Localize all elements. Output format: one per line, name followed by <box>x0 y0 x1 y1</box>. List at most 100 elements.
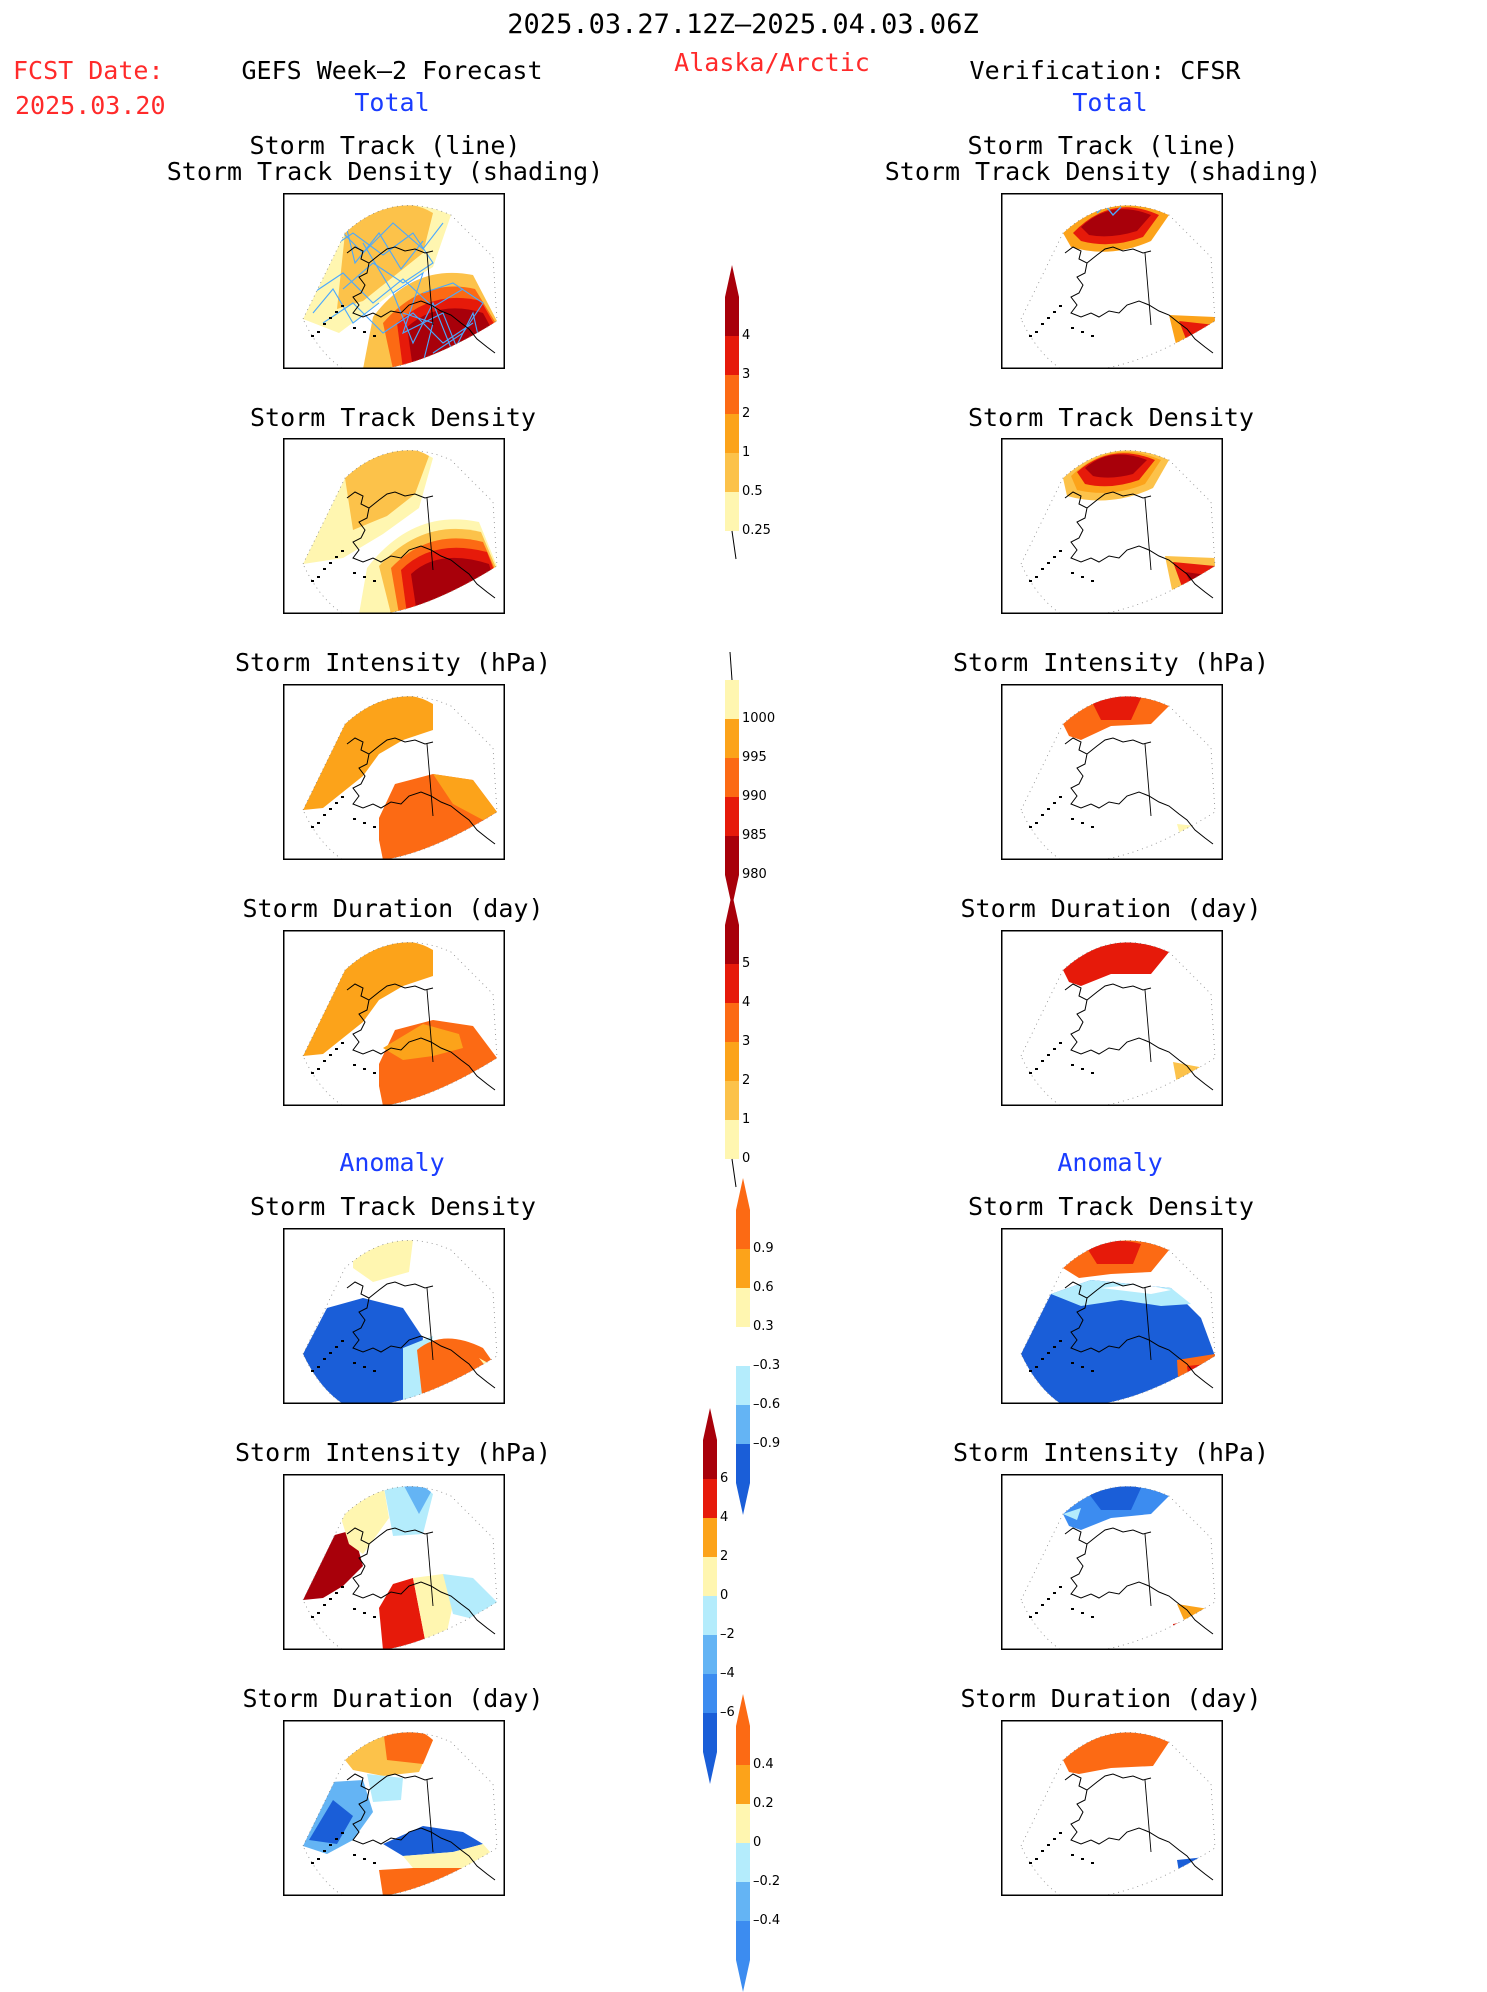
duration-colorbar-tick-label-5: 0 <box>742 1151 751 1166</box>
fcst-intensity-anom-map-island-5 <box>363 1612 366 1614</box>
obs-density-anom-map-coastline-0 <box>1064 1281 1214 1389</box>
obs-density-map-island-2 <box>1047 562 1050 564</box>
density-colorbar-swatch-0 <box>725 297 739 336</box>
fcst-intensity-anom-map-shade-3 <box>403 1486 431 1514</box>
fcst-intensity-anom-map-island-2 <box>329 1598 332 1600</box>
obs-density-map <box>1001 438 1223 614</box>
obs-duration-title: Storm Duration (day) <box>960 894 1262 923</box>
obs-intensity-map-island-2 <box>1047 808 1050 810</box>
fcst-duration-map-island-7 <box>317 1068 320 1070</box>
intensity-colorbar-tick-label-4: 980 <box>742 867 767 882</box>
fcst-duration-anom-map-canvas <box>283 1720 505 1896</box>
density-anom-colorbar-tick-label-1: 0.6 <box>753 1280 774 1295</box>
fcst-track-map-track-line-7 <box>362 242 464 364</box>
fcst-duration-map-domain-edge <box>302 942 498 1106</box>
density-anom-colorbar-tick-label-5: –0.9 <box>753 1436 781 1451</box>
intensity-colorbar-swatch-2 <box>725 758 739 797</box>
fcst-duration-anom-map-coastline-0 <box>346 1773 496 1881</box>
intensity-anom-colorbar-tick-label-5: –4 <box>720 1666 735 1681</box>
intensity-anom-colorbar-swatch-2 <box>703 1518 717 1557</box>
obs-intensity-map-canvas <box>1001 684 1223 860</box>
fcst-duration-anom-map-island-4 <box>353 1854 356 1856</box>
fcst-track-map-island-4 <box>353 327 356 329</box>
fcst-density-anom-map-coastline-0 <box>346 1281 496 1389</box>
density-anom-colorbar-tick-label-3: –0.3 <box>753 1358 781 1373</box>
fcst-track-map-island-0 <box>341 305 344 307</box>
intensity-anom-colorbar-swatch-3 <box>703 1557 717 1596</box>
intensity-anom-colorbar-swatch-5 <box>703 1635 717 1674</box>
obs-density-map-island-3 <box>1041 568 1044 570</box>
obs-intensity-anom-map-shade-2 <box>1063 1508 1081 1520</box>
fcst-density-map-canvas <box>283 438 505 614</box>
obs-duration-anom-title: Storm Duration (day) <box>960 1684 1262 1713</box>
obs-track-map-coastline-0 <box>1064 246 1214 354</box>
duration-colorbar: 5 4 3 2 1 0 <box>722 893 802 1191</box>
density-colorbar-swatch-2 <box>725 375 739 414</box>
fcst-duration-map-island-2 <box>329 1054 332 1056</box>
obs-intensity-map-shade-1 <box>1091 696 1141 720</box>
obs-duration-map-shade-1 <box>1173 1062 1215 1106</box>
fcst-track-map-track-line-0 <box>322 232 434 290</box>
fcst-duration-map-island-4 <box>353 1064 356 1066</box>
duration-anom-colorbar-swatch-3 <box>736 1843 750 1882</box>
fcst-density-anom-map-island-4 <box>353 1362 356 1364</box>
obs-track-map-island-5 <box>1081 331 1084 333</box>
intensity-anom-colorbar-top-arrow <box>703 1408 717 1440</box>
obs-intensity-map-shade-2 <box>1177 824 1215 860</box>
obs-track-map-shade-2 <box>1081 209 1151 237</box>
duration-colorbar-top-arrow <box>725 893 739 925</box>
obs-track-map-island-6 <box>1091 335 1094 337</box>
obs-duration-anom-map-frame <box>1001 1720 1223 1896</box>
fcst-density-map-island-3 <box>323 568 326 570</box>
duration-anom-colorbar-swatch-1 <box>736 1765 750 1804</box>
obs-intensity-map-island-4 <box>1071 818 1074 820</box>
density-anom-colorbar-tick-label-0: 0.9 <box>753 1241 774 1256</box>
fcst-track-map-track-line-1 <box>332 222 444 254</box>
obs-density-anom-map-island-7 <box>1035 1366 1038 1368</box>
obs-duration-map-island-7 <box>1035 1068 1038 1070</box>
fcst-intensity-map-island-2 <box>329 808 332 810</box>
obs-intensity-title: Storm Intensity (hPa) <box>952 648 1270 677</box>
left-anomaly-heading: Anomaly <box>339 1148 445 1177</box>
density-colorbar-canvas <box>725 265 739 560</box>
density-anom-colorbar-canvas <box>736 1178 750 1515</box>
obs-duration-map <box>1001 930 1223 1106</box>
fcst-intensity-anom-map-island-0 <box>341 1586 344 1588</box>
fcst-duration-map-shade-0 <box>303 942 433 1056</box>
fcst-track-map-domain-edge <box>302 205 498 369</box>
obs-intensity-anom-map-island-4 <box>1071 1608 1074 1610</box>
obs-duration-map-island-3 <box>1041 1060 1044 1062</box>
right-anomaly-heading: Anomaly <box>1057 1148 1163 1177</box>
duration-anom-colorbar-tick-label-3: –0.2 <box>753 1874 781 1889</box>
fcst-density-map <box>283 438 505 614</box>
obs-intensity-map-island-8 <box>1029 826 1032 828</box>
obs-intensity-map-island-0 <box>1059 796 1062 798</box>
fcst-density-anom-map-island-8 <box>311 1370 314 1372</box>
obs-duration-anom-map-border <box>1144 1779 1152 1853</box>
obs-track-shading-title: Storm Track Density (shading) <box>884 157 1322 186</box>
obs-track-line-title: Storm Track (line) <box>967 131 1239 160</box>
density-anom-colorbar-swatch-3 <box>736 1327 750 1366</box>
obs-density-map-shade-3 <box>1085 454 1147 478</box>
obs-intensity-anom-title: Storm Intensity (hPa) <box>952 1438 1270 1467</box>
fcst-duration-anom-map-coastline-1 <box>368 1773 434 1791</box>
fcst-density-anom-map-island-7 <box>317 1366 320 1368</box>
fcst-duration-anom-map-island-5 <box>363 1858 366 1860</box>
obs-duration-anom-map-island-4 <box>1071 1854 1074 1856</box>
obs-density-anom-map-shade-2 <box>1101 1284 1171 1294</box>
fcst-track-shading-title: Storm Track Density (shading) <box>166 157 604 186</box>
fcst-track-map-island-5 <box>363 331 366 333</box>
fcst-density-map-island-4 <box>353 572 356 574</box>
fcst-track-map-canvas <box>283 193 505 369</box>
fcst-density-anom-map-domain-edge <box>302 1240 498 1404</box>
density-anom-colorbar-swatch-6 <box>736 1444 750 1483</box>
obs-intensity-anom-map-island-1 <box>1053 1592 1056 1594</box>
obs-duration-anom-map-canvas <box>1001 1720 1223 1896</box>
fcst-density-map-shade-6 <box>411 557 495 614</box>
fcst-intensity-map-island-3 <box>323 814 326 816</box>
obs-density-anom-map-island-1 <box>1053 1346 1056 1348</box>
obs-intensity-map-frame <box>1001 684 1223 860</box>
intensity-colorbar-tick-label-2: 990 <box>742 789 767 804</box>
obs-track-map-coastline-1 <box>1086 246 1152 264</box>
fcst-duration-map-coastline-1 <box>368 983 434 1001</box>
